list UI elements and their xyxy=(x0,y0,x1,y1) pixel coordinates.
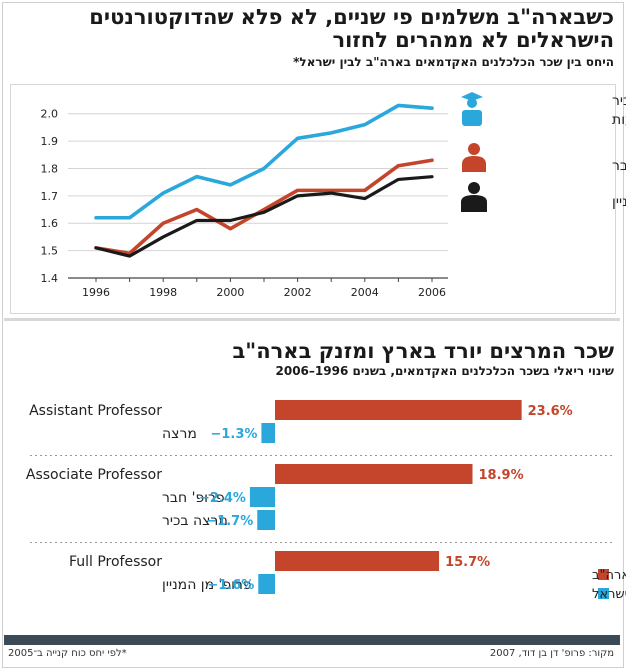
bar xyxy=(275,464,473,484)
value-label: −1.6% xyxy=(207,578,254,593)
y-tick-label: 1.8 xyxy=(41,162,59,175)
bar xyxy=(275,551,440,571)
bar xyxy=(258,574,275,594)
legend-label-associate: פרופ' חבר xyxy=(612,158,626,174)
legend-label: ארה"ב xyxy=(592,568,626,583)
footnote: *לפי יחס כוח קנייה ב־2005 xyxy=(8,648,127,659)
x-tick-label: 2000 xyxy=(216,286,244,299)
series-line xyxy=(94,158,434,256)
line-chart: 1.4 1.5 1.6 1.7 1.8 1.9 2.0 1996 1998 2000 2002 200… xyxy=(41,92,626,299)
bar xyxy=(261,423,275,443)
legend-label-full: פרופ' מן המניין xyxy=(612,194,626,210)
y-tick-label: 1.4 xyxy=(41,272,59,285)
person-icon-body xyxy=(462,156,486,172)
graduate-icon-head xyxy=(467,98,477,108)
x-tick-label: 2006 xyxy=(418,286,446,299)
value-label: −2.4% xyxy=(199,491,246,506)
value-label: −1.7% xyxy=(206,514,253,529)
category-label: Associate Professor xyxy=(26,467,162,483)
legend-swatch xyxy=(598,569,609,580)
professor-icon-body xyxy=(461,195,487,212)
section2-subtitle: שינוי ריאלי בשכר הכלכלנים האקדמאים, בשני… xyxy=(275,364,615,378)
category-label: Full Professor xyxy=(69,554,162,570)
y-tick-label: 2.0 xyxy=(41,108,59,121)
section2-title: שכר המרצים יורד בארץ ומזנק בארה"ב xyxy=(232,339,614,363)
chart1-subtitle: היחס בין שכר הכלכלנים האקדמאים בארה"ב לב… xyxy=(293,55,614,69)
source-note: מקור: פרופ' דן בן דוד, 2007 xyxy=(489,648,614,659)
line-chart-panel xyxy=(10,84,616,314)
legend-label-senior-1: סגל בכיר xyxy=(612,93,626,109)
legend-label-senior-2: ללא קביעות xyxy=(612,112,626,128)
y-tick-label: 1.7 xyxy=(41,190,59,203)
graduate-icon-body xyxy=(462,110,482,126)
graduate-icon-cap xyxy=(461,92,483,101)
category-label: פרופ' מן המניין xyxy=(162,577,252,593)
value-label: 15.7% xyxy=(445,555,490,570)
series-line xyxy=(94,175,434,258)
graduate-icon xyxy=(461,92,483,126)
category-label: Assistant Professor xyxy=(29,403,162,419)
bar xyxy=(257,510,275,530)
y-tick-label: 1.6 xyxy=(41,217,59,230)
category-label: מרצה xyxy=(162,426,197,442)
y-tick-label: 1.5 xyxy=(41,245,59,258)
professor-icon xyxy=(461,182,487,212)
value-label: 23.6% xyxy=(528,404,573,419)
x-tick-label: 2004 xyxy=(351,286,379,299)
bar xyxy=(249,487,275,507)
title-line-1: כשבארה"ב משלמים פי שניים, לא פלא שהדוקטו… xyxy=(89,5,614,29)
series-line xyxy=(94,103,434,220)
value-label: 18.9% xyxy=(479,468,524,483)
footer-bar xyxy=(4,635,620,645)
bar xyxy=(275,400,522,420)
y-tick-label: 1.9 xyxy=(41,135,59,148)
x-tick-label: 2002 xyxy=(284,286,312,299)
legend-label: ישראל xyxy=(592,587,626,602)
value-label: −1.3% xyxy=(210,427,257,442)
professor-icon-head xyxy=(468,182,480,194)
legend-swatch xyxy=(598,588,609,599)
category-label: מרצה בכיר xyxy=(162,513,228,529)
x-tick-label: 1996 xyxy=(82,286,110,299)
title-line-2: הישראלים לא ממהרים לחזור xyxy=(332,28,614,52)
bar-chart: Assistant Professor 23.6% מרצה −1.3% Associa… xyxy=(26,400,626,602)
category-label: פרופ' חבר xyxy=(162,490,225,506)
x-tick-label: 1998 xyxy=(149,286,177,299)
section-divider xyxy=(4,318,620,321)
person-icon-head xyxy=(468,143,480,155)
person-icon xyxy=(462,143,486,172)
